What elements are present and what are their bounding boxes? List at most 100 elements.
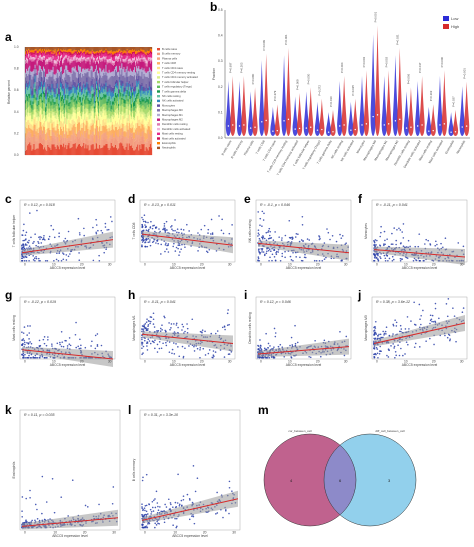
stacked-bar-segment — [109, 104, 111, 111]
stacked-bar-segment — [99, 56, 101, 59]
data-point — [90, 345, 92, 347]
data-point — [158, 347, 161, 350]
data-point — [211, 232, 214, 234]
stacked-bar-segment — [67, 138, 69, 141]
stacked-bar-segment — [49, 55, 51, 58]
p-value-label: P=0.037 — [451, 96, 455, 107]
stacked-bar-segment — [109, 100, 111, 105]
legend-swatch — [157, 90, 160, 93]
stacked-bar-segment — [71, 73, 73, 85]
stacked-bar-segment — [27, 112, 29, 117]
stacked-bar-segment — [150, 124, 153, 131]
stacked-bar-segment — [140, 61, 142, 70]
stacked-bar-segment — [128, 95, 130, 100]
x-axis-title: ABCC5 expression level — [170, 266, 206, 270]
data-point — [165, 344, 168, 347]
stacked-bar-segment — [55, 118, 57, 126]
stacked-bar-segment — [39, 96, 42, 100]
stacked-bar-segment — [136, 66, 138, 72]
stacked-bar-segment — [86, 47, 88, 51]
stacked-bar-segment — [60, 49, 63, 52]
data-point — [36, 356, 39, 359]
stacked-bar-segment — [28, 143, 30, 156]
stacked-bar-segment — [137, 58, 139, 61]
legend-entry: Macrophages M0 — [162, 108, 183, 112]
data-point — [434, 307, 437, 310]
stacked-bar-segment — [125, 94, 127, 98]
stacked-bar-segment — [89, 103, 91, 109]
data-point — [34, 259, 36, 262]
data-point — [152, 323, 155, 325]
legend-entry: T cells CD4 memory activated — [162, 75, 198, 79]
stacked-bar-segment — [34, 116, 36, 125]
stacked-bar-segment — [52, 111, 54, 116]
data-point — [178, 254, 180, 256]
stacked-bar-segment — [57, 119, 60, 124]
stacked-bar-segment — [81, 141, 83, 148]
stacked-bar-segment — [35, 100, 37, 106]
stacked-bar-segment — [76, 57, 79, 60]
stacked-bar-segment — [89, 69, 91, 78]
stacked-bar-segment — [82, 59, 84, 62]
data-point — [33, 240, 35, 243]
stacked-bar-segment — [55, 56, 57, 61]
stacked-bar-segment — [54, 127, 56, 131]
stacked-bar-segment — [45, 47, 47, 51]
stacked-bar-segment — [33, 94, 35, 98]
stacked-bar-segment — [68, 115, 70, 121]
data-point — [94, 334, 97, 337]
stacked-bar-segment — [112, 115, 115, 120]
y-axis-title: T cells follicular helper — [12, 214, 16, 247]
stacked-bar-segment — [41, 59, 44, 62]
stacked-bar-segment — [65, 51, 67, 54]
data-point — [383, 254, 386, 257]
stacked-bar-segment — [126, 100, 128, 105]
data-point — [284, 256, 286, 259]
stacked-bar-segment — [57, 94, 60, 97]
tick-label: 0.4 — [14, 110, 19, 114]
stacked-bar-segment — [116, 108, 118, 115]
stacked-bar-segment — [33, 52, 35, 55]
stacked-bar-segment — [35, 69, 37, 73]
stacked-bar-segment — [107, 59, 109, 63]
stacked-bar-segment — [28, 93, 30, 97]
stacked-bar-segment — [86, 148, 88, 156]
stacked-bar-segment — [92, 89, 94, 94]
stacked-bar-segment — [54, 64, 56, 75]
stacked-bar-segment — [35, 141, 37, 150]
stacked-bar-segment — [150, 51, 153, 55]
stacked-bar-segment — [52, 83, 54, 89]
stacked-bar-segment — [69, 113, 71, 120]
stacked-bar-segment — [51, 94, 53, 99]
stacked-bar-segment — [143, 124, 145, 128]
stacked-bar-segment — [136, 146, 138, 156]
data-point — [193, 345, 195, 348]
stacked-bar-segment — [114, 112, 117, 121]
legend-entry: Eosinophils — [162, 141, 176, 145]
data-point — [100, 229, 103, 232]
stacked-bar-segment — [138, 135, 140, 142]
stacked-bar-segment — [114, 120, 117, 127]
data-point — [21, 257, 23, 260]
data-point — [23, 341, 26, 344]
stacked-bar-segment — [46, 78, 48, 89]
stacked-bar-segment — [71, 106, 73, 114]
stacked-bar-segment — [80, 62, 82, 67]
stacked-bar-segment — [68, 47, 70, 50]
stacked-bar-segment — [129, 84, 131, 87]
stacked-bar-segment — [100, 144, 102, 149]
stacked-bar-segment — [126, 86, 128, 91]
stacked-bar-segment — [84, 99, 86, 104]
stacked-bar-segment — [142, 47, 144, 50]
legend-entry: Macrophages M1 — [162, 113, 183, 117]
data-point — [98, 503, 100, 506]
stacked-bar-segment — [44, 68, 46, 72]
stacked-bar-segment — [40, 92, 43, 98]
data-point — [208, 349, 211, 351]
stacked-bar-segment — [114, 97, 117, 104]
stacked-bar-segment — [76, 78, 79, 85]
data-point — [201, 329, 204, 331]
stacked-bar-segment — [120, 124, 122, 129]
stacked-bar-segment — [34, 141, 36, 150]
stacked-bar-segment — [105, 124, 107, 132]
